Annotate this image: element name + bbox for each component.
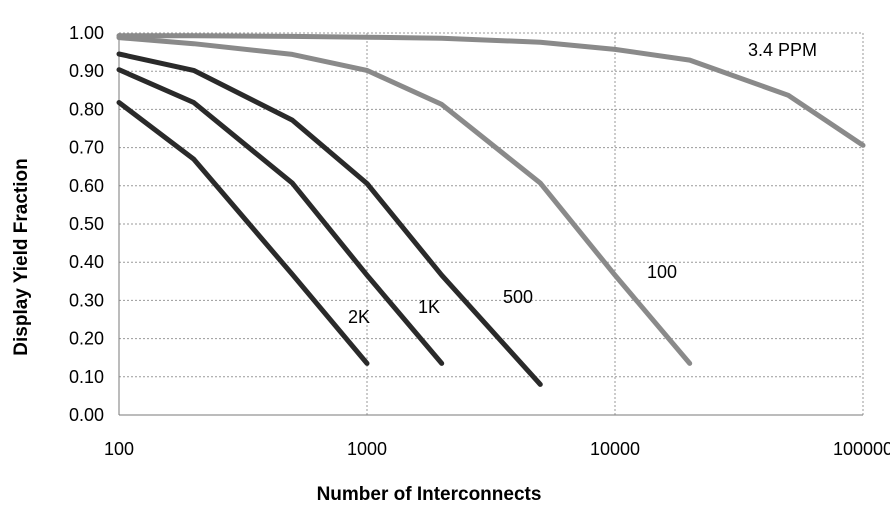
y-tick-label: 0.50: [69, 214, 104, 234]
series-line-3-4-ppm: [116, 33, 866, 148]
y-tick-label: 0.70: [69, 138, 104, 158]
x-tick-label: 100000: [833, 439, 890, 459]
y-tick-label: 0.60: [69, 176, 104, 196]
series-label-3-4-ppm: 3.4 PPM: [748, 40, 817, 60]
y-tick-label: 0.20: [69, 329, 104, 349]
y-tick-label: 0.00: [69, 405, 104, 425]
x-tick-label: 10000: [590, 439, 640, 459]
x-tick-label: 100: [104, 439, 134, 459]
y-tick-label: 0.10: [69, 367, 104, 387]
series-line-1k: [116, 67, 445, 366]
x-axis-ticks: 100 1000 10000 100000: [104, 439, 890, 459]
series-label-500: 500: [503, 287, 533, 307]
series-line-2k: [116, 100, 370, 366]
y-axis-title: Display Yield Fraction: [11, 158, 32, 355]
y-tick-label: 0.90: [69, 61, 104, 81]
y-tick-label: 0.40: [69, 252, 104, 272]
series-label-1k: 1K: [418, 297, 440, 317]
series-label-100: 100: [647, 262, 677, 282]
series-layer: [116, 33, 866, 387]
y-tick-label: 0.80: [69, 99, 104, 119]
y-tick-label: 1.00: [69, 23, 104, 43]
series-labels: 3.4 PPM 100 500 1K 2K: [348, 40, 817, 327]
grid-lines: [118, 32, 864, 416]
x-tick-label: 1000: [347, 439, 387, 459]
series-line-100: [116, 35, 693, 366]
series-line-500: [116, 51, 543, 387]
x-axis-title: Number of Interconnects: [317, 484, 542, 505]
series-label-2k: 2K: [348, 307, 370, 327]
y-tick-label: 0.30: [69, 290, 104, 310]
y-axis-ticks: 0.00 0.10 0.20 0.30 0.40 0.50 0.60 0.70 0.80 0.90…: [69, 23, 104, 425]
